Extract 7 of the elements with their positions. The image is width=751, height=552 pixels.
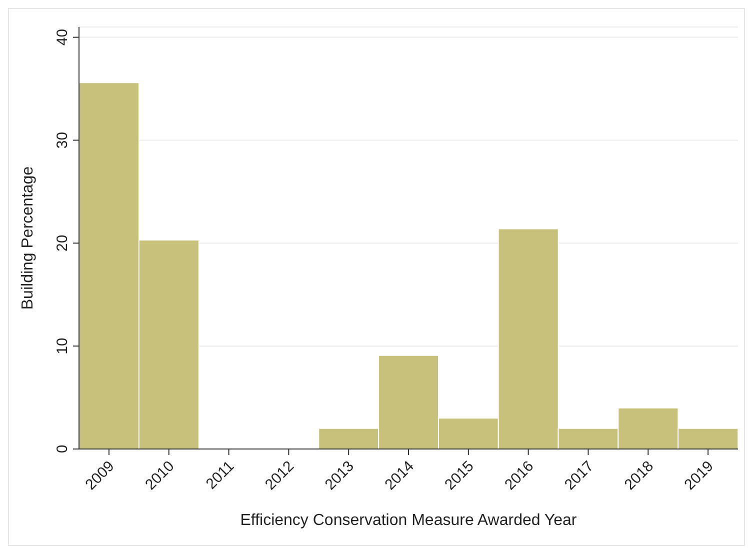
y-tick-label: 0 bbox=[54, 444, 71, 454]
y-tick-label: 10 bbox=[54, 338, 71, 354]
x-axis-title: Efficiency Conservation Measure Awarded Year bbox=[240, 512, 578, 529]
y-axis-title: Building Percentage bbox=[20, 166, 37, 310]
y-tick-label: 20 bbox=[54, 234, 71, 252]
y-tick-label: 40 bbox=[54, 28, 71, 46]
y-tick-label: 30 bbox=[54, 132, 71, 149]
